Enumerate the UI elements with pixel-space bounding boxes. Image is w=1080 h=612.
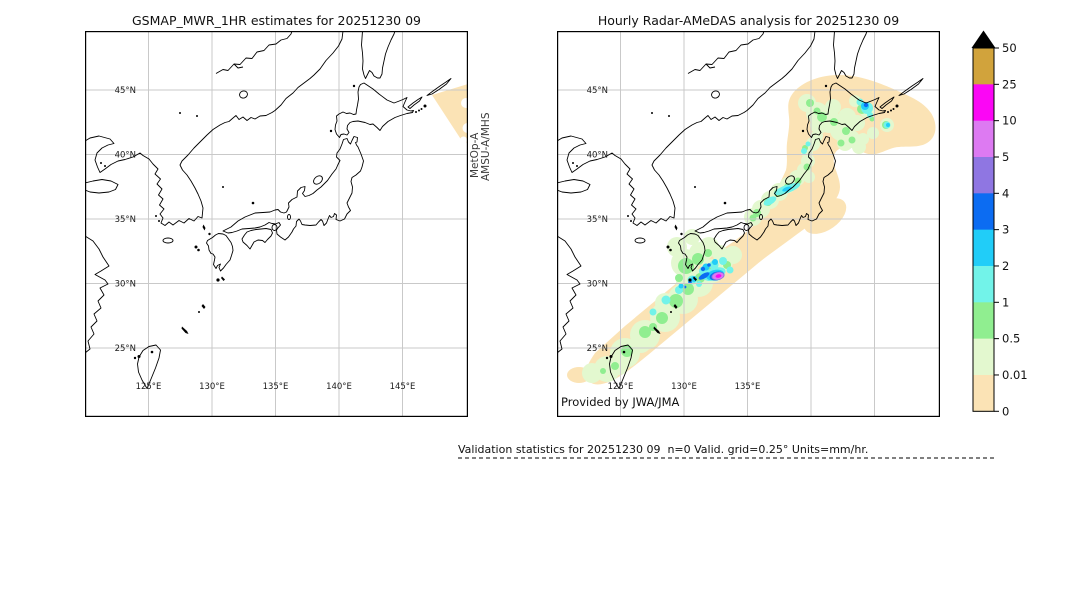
colorbar-tick-label: 4 xyxy=(1002,186,1009,200)
colorbar-tick-label: 0.5 xyxy=(1002,332,1020,346)
map-frame xyxy=(557,31,940,417)
colorbar-tick-label: 3 xyxy=(1002,223,1009,237)
lon-label: 135°E xyxy=(263,382,289,392)
colorbar-segments xyxy=(973,48,994,412)
lat-label: 40°N xyxy=(115,151,136,161)
lat-label: 40°N xyxy=(587,151,608,161)
coastlines xyxy=(557,31,924,389)
lat-label: 45°N xyxy=(115,86,136,96)
lon-label: 140°E xyxy=(326,382,352,392)
lon-label: 125°E xyxy=(608,382,634,392)
lat-label: 35°N xyxy=(115,215,136,225)
lon-label: 130°E xyxy=(199,382,225,392)
colorbar-tick-label: 5 xyxy=(1002,150,1009,164)
lat-lon-gridlines xyxy=(557,31,940,417)
validation-caption: Validation statistics for 20251230 09 n=… xyxy=(458,443,869,456)
rain-10-25mm-core xyxy=(715,274,722,278)
lon-label: 145°E xyxy=(390,382,416,392)
small-islands xyxy=(100,84,427,360)
lat-label: 35°N xyxy=(587,215,608,225)
lon-label: 125°E xyxy=(136,382,162,392)
right-panel-title: Hourly Radar-AMeDAS analysis for 2025123… xyxy=(597,13,900,28)
colorbar-tick-label: 25 xyxy=(1002,77,1017,91)
colorbar-tick-label: 0.01 xyxy=(1002,368,1028,382)
dashed-separator xyxy=(458,457,996,459)
sensor-name-label: AMSU-A/MHS xyxy=(480,112,492,182)
lat-label: 25°N xyxy=(115,344,136,354)
colorbar-tick-label: 0 xyxy=(1002,404,1009,418)
lon-label: 130°E xyxy=(671,382,697,392)
lat-label: 25°N xyxy=(587,344,608,354)
radar-amedas-analysis-map: 45°N 40°N 35°N 30°N 25°N 125°E 130°E 135°E xyxy=(557,31,940,417)
satellite-name-label: MetOp-A xyxy=(469,132,481,178)
colorbar-tick-label: 1 xyxy=(1002,295,1009,309)
data-credit: Provided by JWA/JMA xyxy=(561,395,680,409)
lat-label: 45°N xyxy=(587,86,608,96)
lat-label: 30°N xyxy=(115,280,136,290)
axis-labels: 45°N 40°N 35°N 30°N 25°N 125°E 130°E 135°E xyxy=(587,86,761,392)
small-islands xyxy=(572,84,899,360)
lat-label: 30°N xyxy=(587,280,608,290)
precipitation-colorbar: 50 25 10 5 4 3 2 1 0.5 0.01 0 xyxy=(971,30,1028,418)
colorbar-ticks: 50 25 10 5 4 3 2 1 0.5 0.01 0 xyxy=(994,41,1028,418)
lon-label: 135°E xyxy=(735,382,761,392)
lat-lon-gridlines xyxy=(85,31,468,417)
map-frame xyxy=(85,31,468,417)
axis-labels: 45°N 40°N 35°N 30°N 25°N 125°E 130°E 135°E 140°E… xyxy=(115,86,416,392)
left-panel-title: GSMAP_MWR_1HR estimates for 20251230 09 xyxy=(132,13,421,28)
colorbar-tick-label: 2 xyxy=(1002,259,1009,273)
gsmap-estimate-map: 45°N 40°N 35°N 30°N 25°N 125°E 130°E 135°E 140°E… xyxy=(85,31,468,417)
colorbar-overflow-triangle xyxy=(971,30,996,48)
coastlines xyxy=(85,31,452,389)
colorbar-tick-label: 10 xyxy=(1002,114,1017,128)
satellite-swath-coverage xyxy=(432,84,468,144)
colorbar-tick-label: 50 xyxy=(1002,41,1017,55)
